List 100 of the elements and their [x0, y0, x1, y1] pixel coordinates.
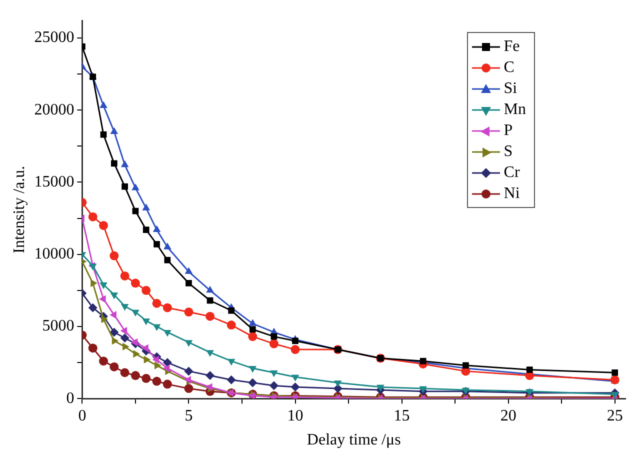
- legend-label: C: [504, 58, 514, 76]
- x-tick-label: 15: [394, 407, 410, 424]
- point: [122, 183, 128, 190]
- point: [110, 328, 119, 337]
- point: [226, 375, 236, 384]
- point: [152, 324, 161, 331]
- point: [248, 332, 258, 342]
- point: [290, 382, 300, 392]
- x-tick-label: 10: [287, 407, 304, 424]
- point: [334, 380, 342, 388]
- point: [526, 366, 533, 373]
- legend-label: Fe: [504, 38, 520, 56]
- point: [184, 366, 194, 376]
- point: [269, 339, 278, 348]
- point: [133, 350, 140, 358]
- point: [419, 386, 427, 393]
- point: [110, 251, 119, 260]
- point: [162, 303, 172, 312]
- point: [269, 381, 278, 390]
- point: [132, 183, 140, 190]
- point: [100, 131, 107, 138]
- point: [292, 338, 298, 344]
- point: [120, 271, 130, 280]
- point: [112, 336, 119, 345]
- legend-label: Cr: [504, 164, 520, 182]
- legend-label: S: [504, 142, 513, 160]
- point: [99, 295, 106, 303]
- point: [100, 101, 108, 108]
- point: [206, 312, 215, 321]
- point: [228, 307, 235, 314]
- point: [142, 344, 148, 352]
- point: [154, 241, 160, 248]
- point: [249, 326, 256, 333]
- x-axis-title: Delay time /μs: [306, 432, 401, 449]
- legend-label: P: [504, 122, 513, 140]
- point: [122, 342, 130, 351]
- point: [110, 160, 118, 167]
- point: [142, 374, 151, 383]
- point: [184, 376, 191, 384]
- point: [110, 127, 118, 134]
- point: [130, 278, 140, 288]
- point: [184, 308, 194, 317]
- point: [88, 344, 98, 353]
- point: [333, 384, 342, 393]
- point: [162, 358, 172, 368]
- point: [142, 318, 150, 326]
- point: [206, 371, 215, 380]
- legend-label: Ni: [504, 184, 520, 202]
- point: [186, 280, 192, 286]
- point: [142, 226, 150, 233]
- point: [184, 340, 193, 347]
- x-tick-label: 25: [606, 407, 623, 424]
- y-tick-label: 0: [66, 390, 74, 407]
- y-tick-label: 5000: [42, 318, 74, 335]
- point: [206, 383, 212, 391]
- point: [110, 292, 118, 300]
- point: [99, 220, 108, 230]
- point: [152, 298, 162, 308]
- point: [154, 362, 162, 370]
- point: [248, 366, 257, 373]
- point: [164, 256, 171, 264]
- y-tick-label: 25000: [34, 29, 74, 46]
- point: [162, 364, 170, 372]
- point: [144, 356, 151, 364]
- point: [132, 310, 140, 317]
- point: [162, 380, 172, 389]
- point: [152, 356, 160, 364]
- point: [270, 370, 278, 378]
- point: [90, 279, 98, 288]
- y-tick-label: 15000: [34, 173, 74, 190]
- point: [184, 384, 194, 393]
- point: [88, 212, 98, 222]
- point: [120, 326, 128, 335]
- point: [120, 368, 130, 378]
- point: [152, 225, 161, 232]
- point: [227, 358, 236, 366]
- y-axis-title: Intensity /a.u.: [10, 166, 28, 254]
- point: [248, 392, 255, 399]
- y-tick-label: 10000: [34, 246, 74, 263]
- point: [206, 286, 214, 293]
- point: [290, 345, 300, 354]
- point: [248, 378, 258, 388]
- point: [376, 384, 384, 392]
- point: [120, 334, 130, 343]
- y-tick-label: 20000: [34, 101, 74, 118]
- point: [164, 330, 172, 337]
- point: [130, 371, 140, 380]
- point: [101, 315, 108, 324]
- point: [226, 320, 236, 330]
- point: [100, 282, 108, 290]
- point: [120, 160, 129, 168]
- x-tick-label: 0: [78, 407, 86, 424]
- point: [120, 304, 129, 311]
- point: [164, 242, 172, 250]
- point: [248, 319, 257, 326]
- legend-label: Mn: [504, 100, 526, 118]
- point: [206, 350, 214, 357]
- point: [88, 303, 98, 312]
- point: [110, 311, 116, 319]
- point: [291, 374, 300, 382]
